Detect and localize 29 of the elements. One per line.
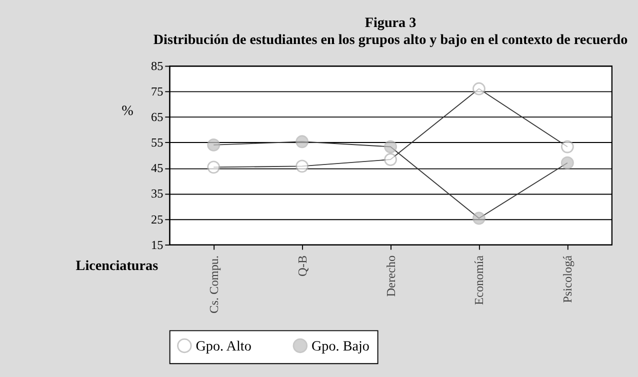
y-tick-label: 65 <box>151 110 164 124</box>
x-tick-label: Cs. Compu. <box>206 255 221 314</box>
x-tick-label: Economía <box>472 254 486 305</box>
point <box>207 138 220 152</box>
point <box>296 135 309 148</box>
chart-title: Figura 3 <box>364 15 416 32</box>
x-tick-label: Derecho <box>384 255 398 297</box>
point <box>384 140 397 154</box>
point <box>207 160 220 174</box>
x-axis-title: Licenciaturas <box>76 258 159 274</box>
y-tick-label: 25 <box>151 212 164 226</box>
point <box>472 212 486 225</box>
point <box>472 82 486 96</box>
y-tick-label: 75 <box>151 84 164 99</box>
y-tick-label: 85 <box>151 59 164 74</box>
legend-label: Gpo. Alto <box>196 338 252 354</box>
chart-subtitle: Distribución de estudiantes en los grupos alto y bajo en el contexto de recuerdo <box>153 32 628 48</box>
y-tick-label: 55 <box>151 136 164 150</box>
point <box>384 153 397 166</box>
point <box>296 160 309 173</box>
y-tick-label: 15 <box>151 238 164 252</box>
y-axis-title: % <box>122 103 134 120</box>
y-tick-label: 35 <box>151 186 164 201</box>
y-tick-label: 45 <box>151 161 164 176</box>
point <box>560 156 574 170</box>
legend-label: Gpo. Bajo <box>311 338 370 354</box>
x-tick-label: Q-B <box>295 255 310 276</box>
x-tick-label: Psicologá <box>560 254 575 303</box>
point <box>560 140 574 154</box>
